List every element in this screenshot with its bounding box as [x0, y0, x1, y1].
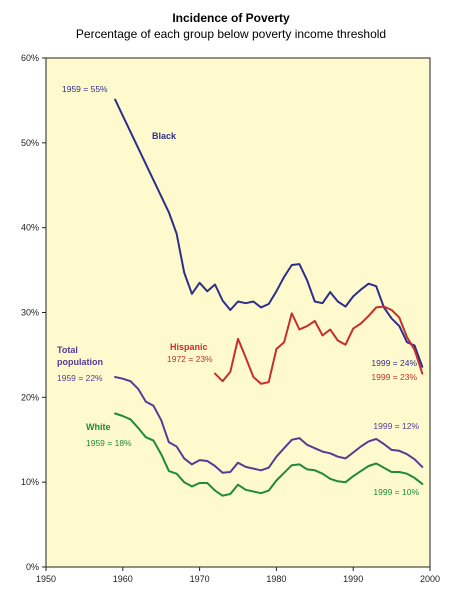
x-tick-label: 1970 — [190, 574, 210, 584]
chart-subtitle: Percentage of each group below poverty i… — [76, 27, 386, 41]
y-tick-label: 50% — [21, 138, 39, 148]
annotation-total-start: 1959 = 22% — [57, 373, 103, 383]
series-line-total — [114, 376, 424, 474]
x-tick-label: 1950 — [36, 574, 56, 584]
x-tick-label: 1990 — [343, 574, 363, 584]
annotation-white-start: 1959 = 18% — [86, 438, 132, 448]
series-lines — [114, 98, 424, 497]
y-axis: 0% 10% 20% 30% 40% 50% 60% — [21, 53, 46, 572]
label-total-line2: population — [57, 357, 103, 367]
y-tick-label: 20% — [21, 392, 39, 402]
series-line-hispanic — [214, 305, 424, 385]
annotation-black-start: 1959 = 55% — [62, 84, 108, 94]
series-line-black — [114, 98, 424, 368]
y-tick-label: 0% — [26, 562, 39, 572]
y-tick-label: 40% — [21, 223, 39, 233]
series-line-white — [114, 412, 424, 497]
x-tick-label: 1980 — [266, 574, 286, 584]
chart-title: Incidence of Poverty — [172, 11, 290, 25]
y-tick-label: 60% — [21, 53, 39, 63]
label-total-line1: Total — [57, 345, 78, 355]
y-tick-label: 10% — [21, 477, 39, 487]
x-axis: 1950 1960 1970 1980 1990 2000 — [36, 567, 440, 584]
y-tick-label: 30% — [21, 308, 39, 318]
annotation-total-end: 1999 = 12% — [373, 421, 419, 431]
annotation-hispanic-end: 1999 = 23% — [371, 372, 417, 382]
annotation-white-end: 1999 = 10% — [373, 487, 419, 497]
label-black: Black — [152, 131, 177, 141]
label-white: White — [86, 422, 111, 432]
plot-area — [45, 57, 431, 568]
x-tick-label: 1960 — [113, 574, 133, 584]
label-hispanic: Hispanic — [170, 342, 208, 352]
x-tick-label: 2000 — [420, 574, 440, 584]
annotation-black-end: 1999 = 24% — [371, 358, 417, 368]
annotation-hispanic-start: 1972 = 23% — [167, 354, 213, 364]
